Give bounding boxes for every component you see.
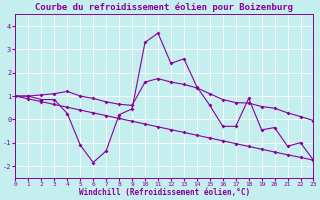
Title: Courbe du refroidissement éolien pour Boizenburg: Courbe du refroidissement éolien pour Bo… xyxy=(36,3,293,12)
X-axis label: Windchill (Refroidissement éolien,°C): Windchill (Refroidissement éolien,°C) xyxy=(79,188,250,197)
